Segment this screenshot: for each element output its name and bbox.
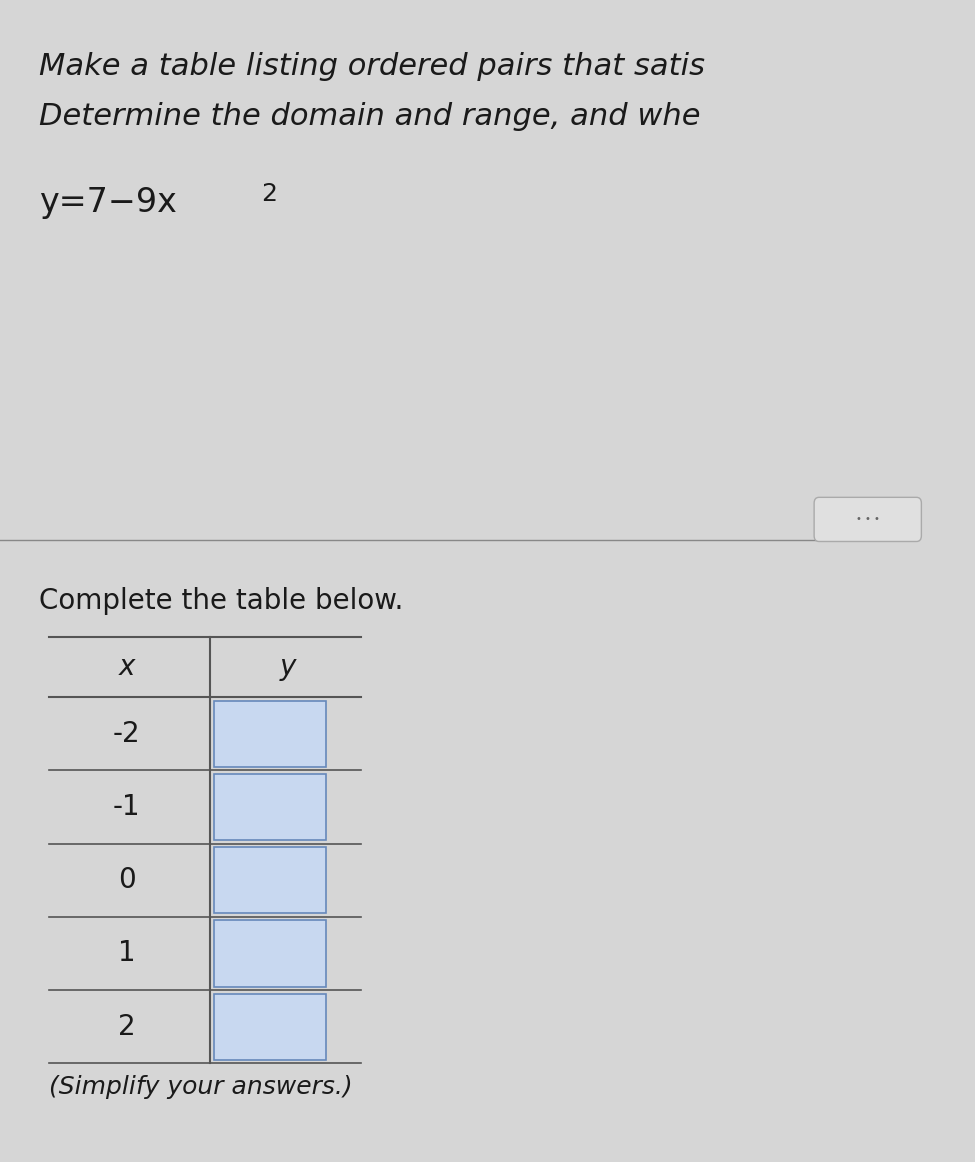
Text: Determine the domain and range, and whe: Determine the domain and range, and whe — [39, 102, 700, 131]
Text: Make a table listing ordered pairs that satis: Make a table listing ordered pairs that … — [39, 52, 705, 81]
Text: 0: 0 — [118, 866, 136, 895]
Text: 1: 1 — [118, 939, 136, 968]
Text: x: x — [119, 653, 135, 681]
FancyBboxPatch shape — [214, 701, 326, 767]
Text: -1: -1 — [113, 792, 140, 822]
Text: Complete the table below.: Complete the table below. — [39, 587, 404, 615]
FancyBboxPatch shape — [214, 774, 326, 840]
Text: 2: 2 — [261, 182, 277, 207]
FancyBboxPatch shape — [214, 920, 326, 987]
Text: 2: 2 — [118, 1012, 136, 1041]
FancyBboxPatch shape — [214, 994, 326, 1060]
Text: • • •: • • • — [856, 515, 879, 524]
FancyBboxPatch shape — [214, 847, 326, 913]
Text: -2: -2 — [113, 719, 140, 748]
Text: y: y — [280, 653, 295, 681]
Text: (Simplify your answers.): (Simplify your answers.) — [49, 1075, 352, 1099]
FancyBboxPatch shape — [814, 497, 921, 541]
Text: y=7−9x: y=7−9x — [39, 186, 176, 218]
